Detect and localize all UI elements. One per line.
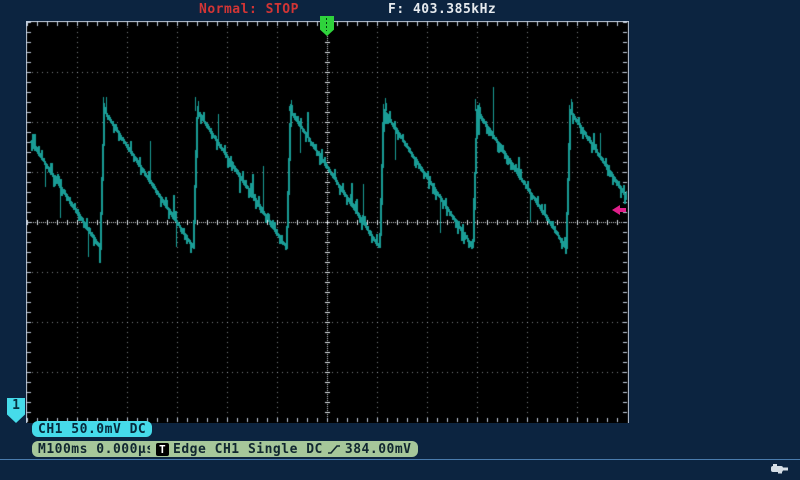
usb-icon [771,464,788,474]
trigger-settings-badge: T Edge CH1 Single DC 384.00mV [150,441,418,457]
acquisition-status: Normal: STOP [199,2,299,17]
channel1-settings-text: CH1 50.0mV DC [38,421,147,437]
trigger-type-icon: T [156,442,169,456]
trigger-level-marker-icon[interactable] [611,205,627,216]
trigger-level-text: 384.00mV [344,441,412,457]
timebase-badge: M100ms 0.000µs [32,441,161,457]
frequency-readout: F: 403.385kHz [388,2,497,17]
timebase-text: M100ms 0.000µs [38,441,155,457]
scope-graticule-display [26,21,629,423]
channel1-settings-badge: CH1 50.0mV DC [32,421,153,437]
bottom-separator-line [0,459,800,460]
rising-edge-icon [327,444,340,454]
channel1-ground-marker[interactable]: 1 [7,398,25,423]
trigger-mode-text: Edge CH1 Single DC [173,441,323,457]
trigger-position-stem [326,18,327,31]
channel1-label: 1 [12,398,20,413]
trigger-position-marker[interactable] [320,16,334,36]
